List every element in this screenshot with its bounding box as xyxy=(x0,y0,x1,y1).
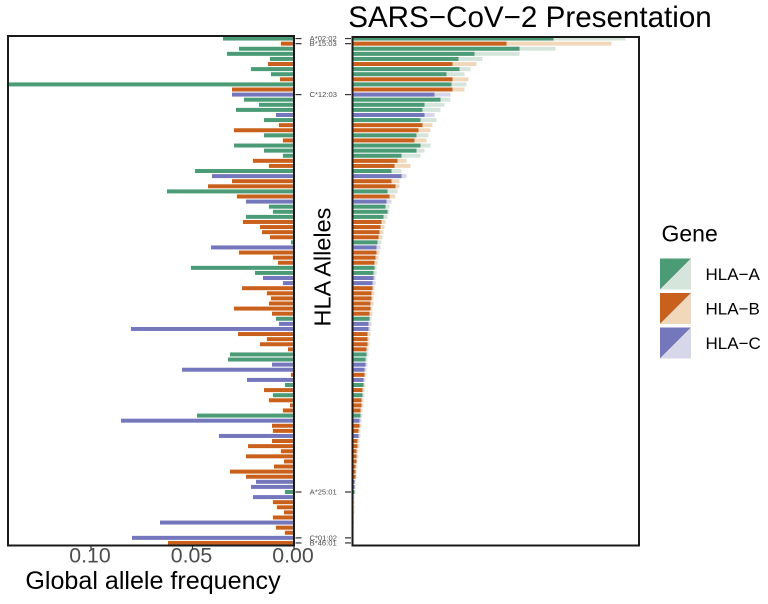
svg-text:0.10: 0.10 xyxy=(69,544,111,568)
svg-text:B*15:03: B*15:03 xyxy=(310,39,337,48)
svg-text:C*01:02: C*01:02 xyxy=(309,533,336,542)
svg-text:HLA−B: HLA−B xyxy=(706,300,760,319)
svg-text:0.00: 0.00 xyxy=(272,544,314,568)
svg-text:Gene: Gene xyxy=(662,221,718,247)
svg-text:HLA−A: HLA−A xyxy=(706,265,761,284)
svg-text:C*12:03: C*12:03 xyxy=(309,90,336,99)
svg-text:B*46:01: B*46:01 xyxy=(310,539,337,548)
svg-text:A*25:01: A*25:01 xyxy=(310,488,337,497)
svg-text:HLA−C: HLA−C xyxy=(706,334,761,353)
svg-text:A*02:02: A*02:02 xyxy=(310,34,337,43)
svg-text:Global allele frequency: Global allele frequency xyxy=(25,567,281,595)
svg-text:HLA Alleles: HLA Alleles xyxy=(310,208,336,327)
svg-text:SARS−CoV−2 Presentation: SARS−CoV−2 Presentation xyxy=(348,1,712,34)
svg-text:0.05: 0.05 xyxy=(171,544,212,568)
